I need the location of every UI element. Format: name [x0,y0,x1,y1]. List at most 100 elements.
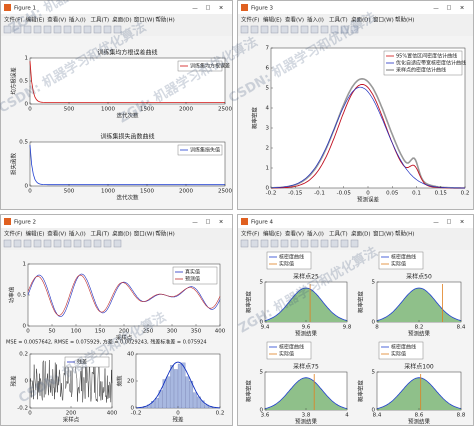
menu-item[interactable]: 插入(I) [307,16,324,24]
toolbar-button[interactable] [93,25,102,34]
toolbar-button[interactable] [320,25,329,34]
menu-item[interactable]: 插入(I) [307,230,324,238]
toolbar-button[interactable] [340,239,349,248]
menu-item[interactable]: 查看(V) [285,230,304,238]
curve [376,287,462,321]
window-button[interactable]: ✕ [460,6,465,12]
menu-item[interactable]: 查看(V) [47,230,66,238]
menu-item[interactable]: 帮助(H) [155,16,174,24]
menu-item[interactable]: 工具(T) [91,17,110,24]
toolbar-button[interactable] [350,239,359,248]
menu-item[interactable]: 工具(T) [91,231,110,238]
toolbar-button[interactable] [280,25,289,34]
toolbar-button[interactable] [240,25,249,34]
menu-item[interactable]: 窗口(W) [134,16,155,24]
toolbar-button[interactable] [340,25,349,34]
toolbar-button[interactable] [3,25,12,34]
window-button[interactable]: — [433,6,439,12]
menu-item[interactable]: 文件(F) [4,230,22,238]
x-axis-label: 残差 [172,416,184,424]
toolbar-button[interactable] [73,239,82,248]
window-button[interactable]: ✕ [460,220,465,226]
toolbar-button[interactable] [83,25,92,34]
toolbar-button[interactable] [43,25,52,34]
menu-item[interactable]: 桌面(D) [112,230,132,238]
window-button[interactable]: — [192,6,198,12]
menu-item[interactable]: 桌面(D) [351,230,371,238]
menu-item[interactable]: 帮助(H) [395,16,414,24]
menu-item[interactable]: 查看(V) [47,16,66,24]
toolbar-button[interactable] [270,25,279,34]
toolbar-button[interactable] [310,25,319,34]
window-button[interactable]: ☐ [447,219,452,226]
menu-item[interactable]: 编辑(E) [263,16,282,24]
window-button[interactable]: ☐ [447,5,452,12]
toolbar-button[interactable] [33,25,42,34]
toolbar-button[interactable] [300,25,309,34]
toolbar-button[interactable] [330,25,339,34]
menu-item[interactable]: 窗口(W) [373,230,394,238]
toolbar-button[interactable] [310,239,319,248]
toolbar-button[interactable] [13,25,22,34]
toolbar-button[interactable] [113,239,122,248]
toolbar-button[interactable] [250,239,259,248]
window-button[interactable]: ✕ [219,220,224,226]
toolbar-button[interactable] [93,239,102,248]
toolbar-button[interactable] [53,25,62,34]
toolbar-button[interactable] [270,239,279,248]
menu-item[interactable]: 插入(I) [69,16,86,24]
menu-item[interactable]: 窗口(W) [134,230,155,238]
menu-item[interactable]: 桌面(D) [112,16,132,24]
menu-item[interactable]: 文件(F) [241,230,259,238]
toolbar-button[interactable] [73,25,82,34]
x-tick-label: 1000 [101,189,115,195]
window-button[interactable]: ✕ [219,6,224,12]
toolbar-button[interactable] [290,25,299,34]
toolbar-button[interactable] [103,25,112,34]
window-button[interactable]: ☐ [206,5,211,12]
toolbar-button[interactable] [13,239,22,248]
toolbar-button[interactable] [23,25,32,34]
toolbar-button[interactable] [330,239,339,248]
toolbar-button[interactable] [33,239,42,248]
y-axis-label: 均方根误差 [10,67,18,95]
toolbar-button[interactable] [43,239,52,248]
toolbar-button[interactable] [260,239,269,248]
window-button[interactable]: ☐ [206,219,211,226]
toolbar-button[interactable] [63,239,72,248]
toolbar-button[interactable] [240,239,249,248]
menu-item[interactable]: 编辑(E) [26,230,45,238]
title-bar [1,215,232,228]
toolbar-button[interactable] [103,239,112,248]
menu-item[interactable]: 插入(I) [69,230,86,238]
menu-item[interactable]: 查看(V) [285,16,304,24]
toolbar-button[interactable] [3,239,12,248]
menu-item[interactable]: 桌面(D) [351,16,371,24]
y-tick-label: 4 [266,106,270,112]
toolbar-button[interactable] [83,239,92,248]
window-button[interactable]: — [192,220,198,226]
menu-item[interactable]: 文件(F) [4,16,22,24]
menu-item[interactable]: 帮助(H) [395,230,414,238]
menu-item[interactable]: 帮助(H) [155,230,174,238]
toolbar-button[interactable] [260,25,269,34]
menu-item[interactable]: 窗口(W) [373,16,394,24]
menu-item[interactable]: 文件(F) [241,16,259,24]
toolbar-button[interactable] [350,25,359,34]
toolbar-button[interactable] [290,239,299,248]
toolbar-button[interactable] [320,239,329,248]
menu-item[interactable]: 编辑(E) [263,230,282,238]
x-tick-label: -0.2 [131,411,142,417]
toolbar-button[interactable] [113,25,122,34]
menu-item[interactable]: 工具(T) [329,17,348,24]
toolbar-button[interactable] [250,25,259,34]
menu-item[interactable]: 编辑(E) [26,16,45,24]
toolbar-button[interactable] [280,239,289,248]
window-button[interactable]: — [433,220,439,226]
toolbar-button[interactable] [53,239,62,248]
menu-item[interactable]: 工具(T) [329,231,348,238]
toolbar-button[interactable] [63,25,72,34]
toolbar-button[interactable] [300,239,309,248]
x-axis-label: 预测结果 [295,418,318,426]
toolbar-button[interactable] [23,239,32,248]
